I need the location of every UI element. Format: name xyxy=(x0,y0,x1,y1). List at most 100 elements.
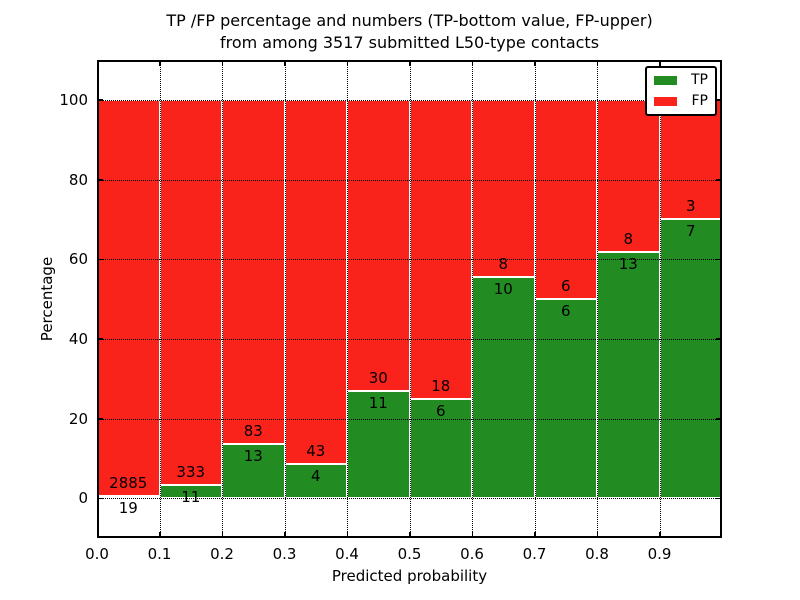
x-tick-bottom xyxy=(284,532,286,538)
tp-count-label: 6 xyxy=(560,302,571,320)
fp-count-label: 8 xyxy=(498,254,509,273)
tp-bar-segment xyxy=(534,299,597,499)
fp-bar-segment xyxy=(472,99,535,277)
x-tick-label: 0.1 xyxy=(147,545,172,563)
fp-count-label: 18 xyxy=(431,376,451,395)
v-gridline xyxy=(659,60,661,538)
x-tick-label: 0.3 xyxy=(272,545,297,563)
y-tick-right xyxy=(716,179,722,181)
x-tick-label: 0.8 xyxy=(585,545,609,563)
y-tick-label: 100 xyxy=(59,90,88,109)
y-tick-left xyxy=(97,99,103,101)
fp-bar-segment xyxy=(159,99,222,486)
chart-title-line2: from among 3517 submitted L50-type conta… xyxy=(219,33,600,52)
fp-bar-segment xyxy=(659,99,722,220)
v-gridline xyxy=(597,60,598,538)
legend-row-tp: TP xyxy=(654,73,708,88)
x-tick-top xyxy=(596,60,598,66)
x-tick-label: 0.7 xyxy=(522,545,547,563)
fp-count-label: 30 xyxy=(368,369,388,388)
fp-bar-segment xyxy=(534,99,597,299)
y-tick-right xyxy=(716,497,722,500)
x-tick-bottom xyxy=(596,532,598,538)
v-gridline xyxy=(347,60,348,538)
y-tick-left xyxy=(97,497,103,500)
x-tick-label: 0.9 xyxy=(647,545,672,563)
x-axis-label: Predicted probability xyxy=(331,567,488,585)
y-tick-label: 80 xyxy=(68,170,88,189)
x-tick-bottom xyxy=(659,532,661,538)
fp-bar-segment xyxy=(284,99,347,465)
tp-count-label: 13 xyxy=(618,254,638,273)
y-tick-label: 20 xyxy=(68,409,88,428)
legend-row-fp: FP xyxy=(654,94,708,109)
tp-count-label: 10 xyxy=(493,279,513,298)
fp-count-label: 2885 xyxy=(109,473,148,492)
chart-title: TP /FP percentage and numbers (TP-bottom… xyxy=(97,10,722,54)
v-gridline xyxy=(409,60,411,538)
y-tick-right xyxy=(716,338,722,340)
tp-legend-label: TP xyxy=(691,72,708,88)
plot-area: 2885 19 333 11 83 13 43 4 30 11 18 6 8 10 6 6 8 13 3 7 xyxy=(97,60,722,538)
v-gridline xyxy=(472,60,473,538)
tp-bar-segment xyxy=(472,276,535,499)
x-tick-bottom xyxy=(346,532,348,538)
tp-bar-segment xyxy=(347,391,410,499)
x-tick-label: 0.0 xyxy=(85,545,109,563)
tp-count-label: 11 xyxy=(181,488,201,507)
y-tick-left xyxy=(97,418,103,420)
y-tick-left xyxy=(97,179,103,181)
tp-bar-segment xyxy=(659,219,722,499)
fp-legend-swatch xyxy=(654,97,677,106)
v-gridline xyxy=(284,60,286,538)
fp-count-label: 83 xyxy=(243,422,263,441)
x-tick-bottom xyxy=(159,532,161,538)
tp-bar-segment xyxy=(284,464,347,499)
x-tick-bottom xyxy=(221,532,223,538)
tp-legend-swatch xyxy=(654,76,677,85)
fp-legend-label: FP xyxy=(691,93,709,109)
y-tick-right xyxy=(716,258,722,261)
tp-count-label: 4 xyxy=(310,467,321,486)
chart-title-line1: TP /FP percentage and numbers (TP-bottom… xyxy=(166,11,653,30)
x-tick-top xyxy=(346,60,348,66)
y-tick-label: 60 xyxy=(68,250,88,269)
x-tick-label: 0.4 xyxy=(335,545,359,563)
v-gridline xyxy=(159,60,161,538)
y-tick-left xyxy=(97,338,103,340)
y-axis-label: Percentage xyxy=(38,256,56,342)
x-tick-top xyxy=(534,60,536,66)
v-gridline xyxy=(534,60,536,538)
y-tick-label: 40 xyxy=(68,329,88,348)
tp-bar-segment xyxy=(597,251,660,499)
fp-bar-segment xyxy=(97,99,160,496)
x-tick-bottom xyxy=(534,532,536,538)
legend: TP FP xyxy=(645,66,717,116)
tp-count-label: 6 xyxy=(435,401,446,420)
fp-count-label: 3 xyxy=(685,197,696,216)
fp-count-label: 333 xyxy=(176,463,206,482)
tp-count-label: 7 xyxy=(685,222,696,241)
fp-bar-segment xyxy=(409,99,472,399)
x-tick-top xyxy=(659,60,661,66)
x-tick-label: 0.5 xyxy=(397,545,422,563)
y-tick-right xyxy=(716,99,722,101)
tp-count-label: 13 xyxy=(243,447,263,466)
x-tick-top xyxy=(471,60,473,66)
fp-bar-segment xyxy=(597,99,660,252)
x-tick-bottom xyxy=(409,532,411,538)
v-gridline xyxy=(222,60,223,538)
x-tick-top xyxy=(221,60,223,66)
fp-count-label: 8 xyxy=(623,229,634,248)
x-tick-top xyxy=(409,60,411,66)
y-tick-label: 0 xyxy=(78,489,88,508)
fp-count-label: 6 xyxy=(560,277,571,295)
fp-bar-segment xyxy=(347,99,410,392)
x-tick-label: 0.2 xyxy=(210,545,234,563)
tp-count-label: 19 xyxy=(118,498,138,517)
x-tick-label: 0.6 xyxy=(460,545,484,563)
x-tick-top xyxy=(284,60,286,66)
fp-bar-segment xyxy=(222,99,285,445)
x-tick-top xyxy=(159,60,161,66)
